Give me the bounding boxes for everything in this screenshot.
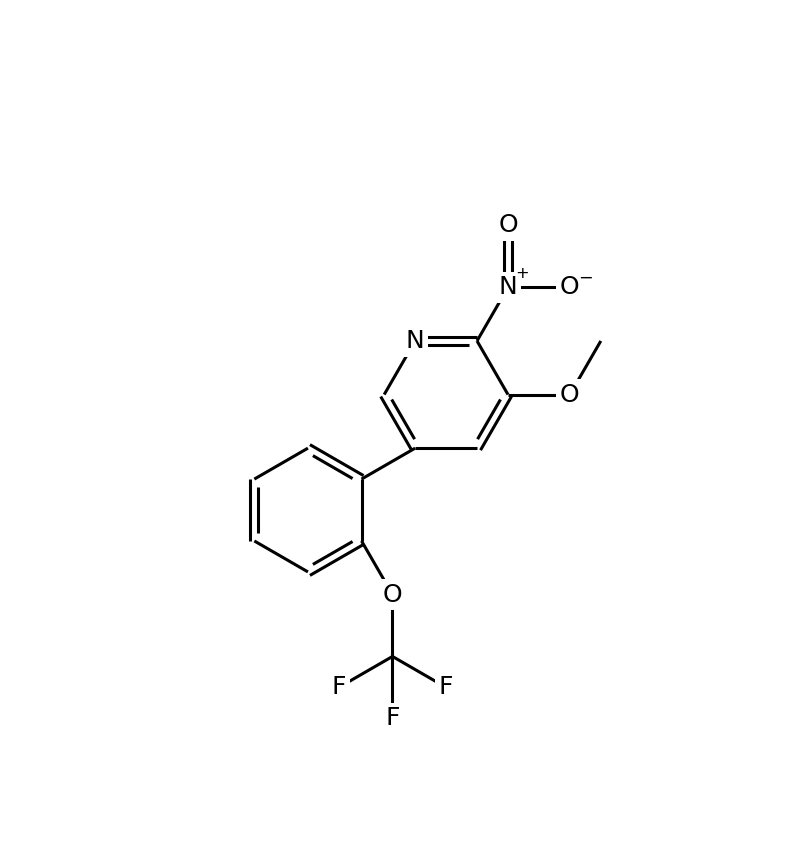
Text: N: N [498,276,516,299]
Text: −: − [577,269,592,287]
Text: O: O [560,383,579,407]
Text: O: O [498,213,517,238]
Text: F: F [438,676,453,699]
Text: +: + [514,266,528,282]
Text: N: N [406,329,424,353]
Text: F: F [331,676,346,699]
Text: O: O [560,276,579,299]
Text: F: F [385,707,399,730]
Text: O: O [382,582,402,607]
